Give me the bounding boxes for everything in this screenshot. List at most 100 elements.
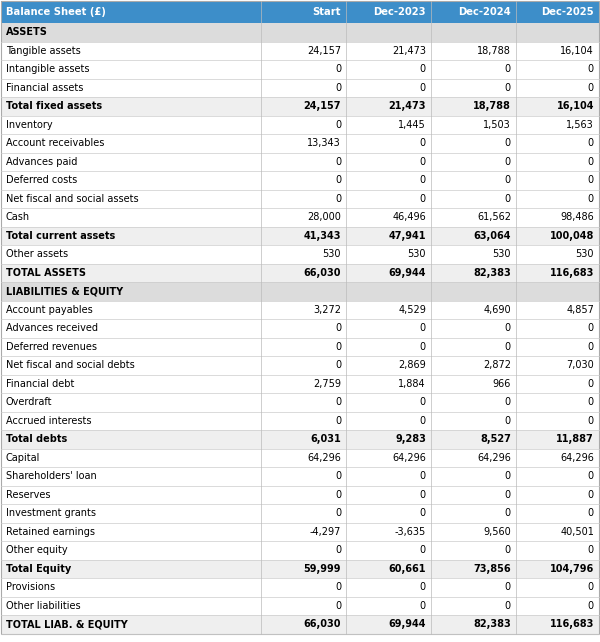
Bar (1, 227, 599, 245)
Text: 63,064: 63,064 (473, 230, 511, 241)
Text: 46,496: 46,496 (392, 213, 426, 222)
Text: 1,563: 1,563 (566, 120, 594, 130)
Text: 0: 0 (505, 83, 511, 92)
Text: 21,473: 21,473 (388, 101, 426, 111)
Text: Start: Start (313, 7, 341, 17)
Text: 0: 0 (420, 83, 426, 92)
Text: 41,343: 41,343 (304, 230, 341, 241)
Text: 0: 0 (588, 545, 594, 555)
Text: 0: 0 (588, 601, 594, 611)
Text: 0: 0 (335, 194, 341, 204)
Text: 64,296: 64,296 (477, 453, 511, 463)
Text: Other assets: Other assets (6, 249, 68, 259)
Text: 0: 0 (588, 471, 594, 482)
Text: 0: 0 (335, 120, 341, 130)
Text: 0: 0 (420, 175, 426, 186)
Bar (1, 300, 599, 319)
Bar (1, 60, 599, 78)
Text: Advances paid: Advances paid (6, 157, 77, 167)
Text: 9,283: 9,283 (395, 434, 426, 444)
Text: 69,944: 69,944 (388, 620, 426, 629)
Text: 0: 0 (588, 83, 594, 92)
Text: 0: 0 (505, 545, 511, 555)
Bar (1, 541, 599, 559)
Text: Accrued interests: Accrued interests (6, 416, 91, 426)
Text: 64,296: 64,296 (392, 453, 426, 463)
Bar (1, 208, 599, 227)
Text: Inventory: Inventory (6, 120, 53, 130)
Text: Total current assets: Total current assets (6, 230, 115, 241)
Bar (1, 578, 599, 596)
Text: Net fiscal and social debts: Net fiscal and social debts (6, 360, 135, 370)
Text: 0: 0 (505, 508, 511, 518)
Text: Intangible assets: Intangible assets (6, 64, 89, 74)
Text: 0: 0 (505, 175, 511, 186)
Bar (1, 467, 599, 485)
Text: Shareholders' loan: Shareholders' loan (6, 471, 97, 482)
Text: 0: 0 (335, 471, 341, 482)
Text: 1,445: 1,445 (398, 120, 426, 130)
Text: 0: 0 (335, 601, 341, 611)
Bar (1, 282, 599, 300)
Bar (1, 430, 599, 449)
Text: 0: 0 (420, 64, 426, 74)
Text: 2,872: 2,872 (483, 360, 511, 370)
Text: 0: 0 (505, 471, 511, 482)
Text: 6,031: 6,031 (310, 434, 341, 444)
Text: 59,999: 59,999 (304, 564, 341, 574)
Text: ASSETS: ASSETS (6, 27, 48, 37)
Text: Tangible assets: Tangible assets (6, 46, 81, 56)
Text: 4,690: 4,690 (483, 305, 511, 315)
Text: 0: 0 (335, 83, 341, 92)
Text: 0: 0 (335, 360, 341, 370)
Text: 0: 0 (505, 342, 511, 352)
Text: 73,856: 73,856 (473, 564, 511, 574)
Text: 18,788: 18,788 (477, 46, 511, 56)
Text: Total fixed assets: Total fixed assets (6, 101, 102, 111)
Text: Other liabilities: Other liabilities (6, 601, 80, 611)
Bar (1, 338, 599, 356)
Text: Investment grants: Investment grants (6, 508, 96, 518)
Bar (1, 171, 599, 189)
Text: 0: 0 (335, 64, 341, 74)
Text: Total Equity: Total Equity (6, 564, 71, 574)
Text: 0: 0 (420, 490, 426, 499)
Text: 69,944: 69,944 (388, 268, 426, 278)
Text: 116,683: 116,683 (550, 620, 594, 629)
Text: 0: 0 (505, 64, 511, 74)
Text: 1,503: 1,503 (483, 120, 511, 130)
Bar (1, 559, 599, 578)
Text: 0: 0 (335, 157, 341, 167)
Text: 530: 530 (575, 249, 594, 259)
Text: 66,030: 66,030 (304, 268, 341, 278)
Text: 530: 530 (407, 249, 426, 259)
Text: 0: 0 (588, 508, 594, 518)
Text: 16,104: 16,104 (560, 46, 594, 56)
Text: 21,473: 21,473 (392, 46, 426, 56)
Text: 0: 0 (420, 342, 426, 352)
Text: 0: 0 (420, 601, 426, 611)
Text: 7,030: 7,030 (566, 360, 594, 370)
Text: Advances received: Advances received (6, 324, 98, 333)
Text: 530: 530 (323, 249, 341, 259)
Text: 9,560: 9,560 (483, 526, 511, 537)
Text: Capital: Capital (6, 453, 40, 463)
Text: 4,857: 4,857 (566, 305, 594, 315)
Bar (1, 263, 599, 282)
Text: 530: 530 (493, 249, 511, 259)
Text: 0: 0 (588, 582, 594, 593)
Text: 0: 0 (588, 157, 594, 167)
Text: Balance Sheet (£): Balance Sheet (£) (6, 7, 106, 17)
Bar (1, 356, 599, 374)
Text: TOTAL LIAB. & EQUITY: TOTAL LIAB. & EQUITY (6, 620, 128, 629)
Bar (1, 596, 599, 615)
Bar (1, 615, 599, 634)
Text: Dec-2023: Dec-2023 (373, 7, 426, 17)
Text: 98,486: 98,486 (560, 213, 594, 222)
Text: 0: 0 (420, 397, 426, 407)
Bar (1, 374, 599, 393)
Text: 0: 0 (335, 490, 341, 499)
Text: Retained earnings: Retained earnings (6, 526, 95, 537)
Text: Financial debt: Financial debt (6, 379, 74, 389)
Bar (1, 153, 599, 171)
